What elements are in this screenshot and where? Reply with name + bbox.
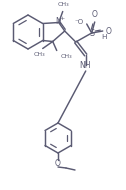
Text: ⁻O: ⁻O <box>75 19 84 25</box>
Text: O: O <box>92 10 98 19</box>
Text: CH₃: CH₃ <box>58 2 70 6</box>
Text: N: N <box>55 17 61 26</box>
Text: O: O <box>106 26 112 36</box>
Text: S: S <box>89 28 94 37</box>
Text: NH: NH <box>79 62 90 70</box>
Text: +: + <box>60 16 65 21</box>
Text: CH₃: CH₃ <box>34 51 45 56</box>
Text: H: H <box>102 34 107 40</box>
Text: CH₃: CH₃ <box>61 54 72 59</box>
Text: O: O <box>55 159 61 168</box>
